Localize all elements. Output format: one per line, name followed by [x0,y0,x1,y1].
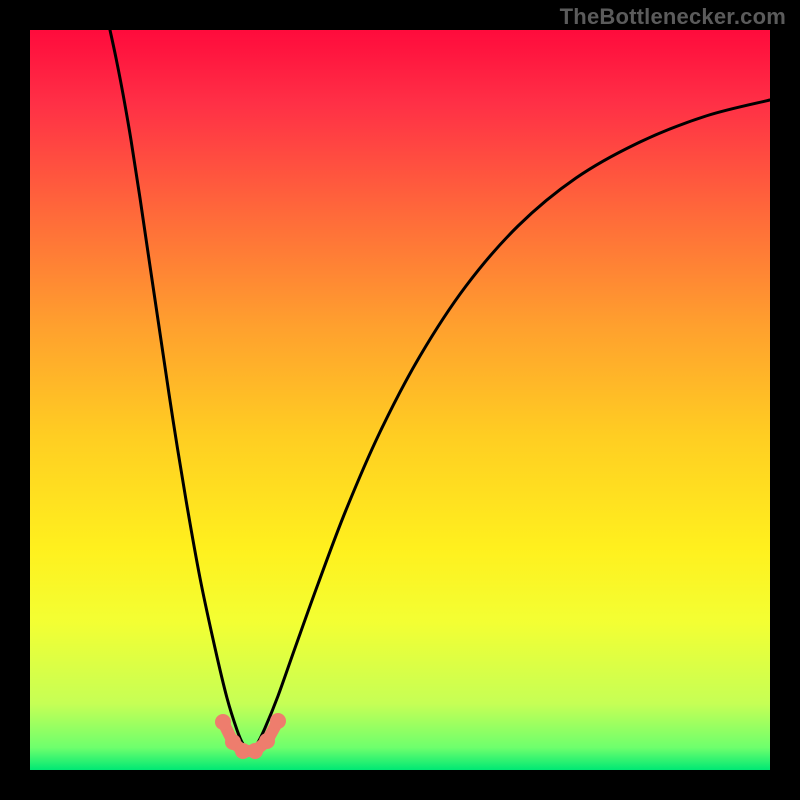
gradient-background [30,30,770,770]
watermark-text: TheBottlenecker.com [560,4,786,30]
chart-container: TheBottlenecker.com [0,0,800,800]
plot-area [30,30,770,770]
plot-svg [30,30,770,770]
